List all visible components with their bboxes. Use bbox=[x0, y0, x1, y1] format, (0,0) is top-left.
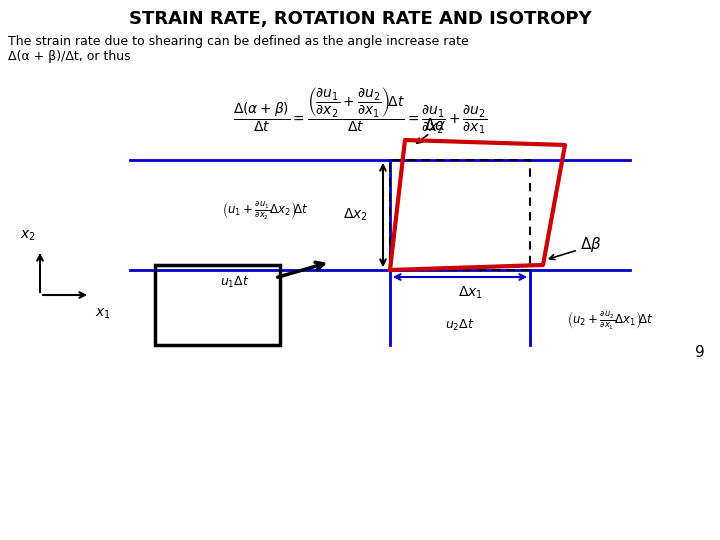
Text: $u_1\Delta t$: $u_1\Delta t$ bbox=[220, 274, 250, 289]
Text: $\Delta\alpha$: $\Delta\alpha$ bbox=[424, 117, 446, 133]
Text: STRAIN RATE, ROTATION RATE AND ISOTROPY: STRAIN RATE, ROTATION RATE AND ISOTROPY bbox=[129, 10, 591, 28]
Text: The strain rate due to shearing can be defined as the angle increase rate: The strain rate due to shearing can be d… bbox=[8, 35, 469, 48]
Text: $\left(u_2 + \frac{\partial u_2}{\partial x_1}\Delta x_1\right)\!\Delta t$: $\left(u_2 + \frac{\partial u_2}{\partia… bbox=[567, 309, 654, 331]
Text: $u_2\Delta t$: $u_2\Delta t$ bbox=[445, 318, 474, 333]
Bar bbox=[155, 265, 280, 345]
Text: $x_2$: $x_2$ bbox=[20, 228, 36, 243]
Text: $\Delta x_2$: $\Delta x_2$ bbox=[343, 207, 367, 223]
Text: $x_1$: $x_1$ bbox=[95, 307, 111, 321]
Text: $\Delta\beta$: $\Delta\beta$ bbox=[580, 235, 602, 254]
Text: 9: 9 bbox=[696, 345, 705, 360]
Text: $\left(u_1 + \frac{\partial u_1}{\partial x_2}\Delta x_2\right)\!\Delta t$: $\left(u_1 + \frac{\partial u_1}{\partia… bbox=[222, 199, 308, 221]
Text: Δ(α + β)/Δt, or thus: Δ(α + β)/Δt, or thus bbox=[8, 50, 130, 63]
Text: $\dfrac{\Delta(\alpha+\beta)}{\Delta t} = \dfrac{\left(\dfrac{\partial u_1}{\par: $\dfrac{\Delta(\alpha+\beta)}{\Delta t} … bbox=[233, 85, 487, 136]
Text: $\Delta x_1$: $\Delta x_1$ bbox=[457, 285, 482, 301]
